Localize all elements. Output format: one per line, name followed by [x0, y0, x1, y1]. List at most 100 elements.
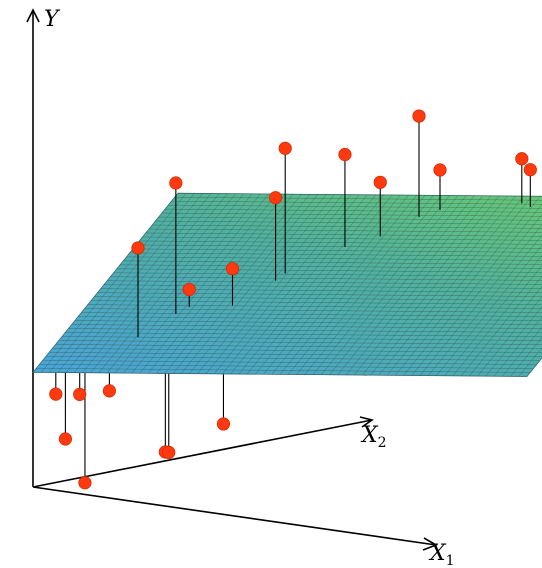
plane-mesh-line [145, 232, 542, 237]
y-axis-label: Y [44, 7, 61, 32]
plane-mesh-line [123, 193, 269, 374]
plane-mesh-line [139, 193, 286, 374]
plane-mesh-line [82, 193, 228, 373]
plane-mesh-line [42, 360, 537, 365]
plane-mesh-line [345, 195, 492, 376]
plane-mesh-line [110, 276, 542, 281]
plane-mesh-line [61, 336, 542, 341]
data-point [338, 147, 352, 162]
plane-mesh-line [320, 195, 467, 375]
plane-mesh-line [71, 324, 542, 329]
plane-mesh-line [55, 344, 542, 349]
plane-mesh-line [49, 193, 195, 373]
plane-mesh [32, 192, 542, 377]
y-axis-arrowhead [26, 8, 40, 23]
plane-mesh-line [58, 340, 542, 345]
data-point [78, 476, 92, 490]
x2-axis-arrowhead [359, 416, 374, 428]
plane-mesh-line [255, 194, 401, 375]
plane-mesh-line [155, 220, 542, 225]
plane-mesh-line [296, 195, 442, 375]
plane-mesh-line [370, 195, 516, 376]
plane-mesh-line [263, 194, 409, 375]
plane-mesh-line [148, 194, 294, 374]
plane-mesh-line [139, 240, 542, 245]
plane-mesh-line [444, 255, 542, 376]
plane-mesh-line [131, 193, 277, 374]
plane-mesh-line [57, 193, 203, 373]
plane-mesh-line [386, 196, 533, 376]
plane-mesh-line [32, 372, 528, 377]
data-point [73, 387, 87, 401]
plane-mesh-line [197, 194, 343, 374]
data-point [102, 384, 117, 398]
plane-mesh-line [41, 193, 187, 373]
plane-mesh-line [107, 280, 542, 285]
plane-mesh-line [116, 268, 542, 273]
regression-plane [32, 192, 542, 377]
axes [26, 8, 438, 551]
plane-mesh-line [395, 196, 541, 376]
plane-mesh-line [68, 328, 542, 333]
plane-mesh-line [246, 194, 393, 375]
plane-mesh-line [132, 248, 542, 253]
x2-axis-label: X2 [360, 423, 387, 451]
plane-mesh-line [428, 234, 542, 376]
plane-mesh-line [81, 312, 542, 317]
data-point [412, 109, 426, 123]
plane-mesh-line [312, 195, 459, 375]
plane-mesh-line [78, 316, 542, 321]
plane-mesh-line [87, 304, 542, 309]
plane-mesh-line [230, 194, 376, 375]
axis-labels: Y X2 X1 [44, 7, 455, 568]
plane-mesh-line [152, 224, 542, 229]
plane-mesh-line [411, 214, 542, 376]
plane-mesh-line [129, 252, 542, 257]
plane-mesh-line [329, 195, 475, 375]
plane-mesh-line [378, 195, 524, 376]
plane-mesh-line [39, 364, 534, 369]
plane-mesh-line [362, 195, 508, 376]
plane-mesh-line [485, 306, 542, 377]
plane-mesh-line [288, 195, 434, 375]
plane-mesh-line [213, 194, 360, 374]
plane-mesh-line [74, 320, 542, 325]
plane-mesh-line [158, 216, 542, 221]
plane-mesh-line [452, 265, 542, 376]
plane-mesh-line [271, 195, 417, 375]
plane-mesh-line [174, 196, 542, 201]
plane-mesh-line [161, 212, 542, 217]
data-point [162, 445, 176, 459]
plane-mesh-line [477, 296, 542, 377]
plane-mesh-line [142, 236, 542, 241]
plane-mesh-line [436, 244, 542, 376]
x2-axis-line [32, 419, 373, 488]
data-point [278, 141, 292, 155]
plane-mesh-line [156, 194, 302, 374]
plane-mesh-line [94, 296, 542, 301]
x1-axis-label: X1 [428, 541, 455, 568]
plane-mesh-line [106, 193, 253, 374]
plane-mesh-line [148, 228, 542, 233]
plane-mesh-line [279, 195, 426, 375]
data-point [225, 262, 240, 276]
plane-mesh-line [165, 208, 542, 213]
x1-axis-line [32, 486, 437, 546]
plane-mesh-line [65, 332, 542, 337]
plane-mesh-line [419, 224, 542, 376]
plane-mesh-line [45, 356, 540, 361]
plane-mesh-line [238, 194, 385, 375]
plane-mesh-line [222, 194, 368, 375]
plane-mesh-line [502, 326, 542, 377]
plane-mesh-line [493, 316, 542, 377]
plane-mesh-line [205, 194, 352, 374]
plane-mesh-line [460, 275, 542, 377]
plane-mesh-line [119, 264, 542, 269]
plane-mesh-line [73, 193, 220, 373]
plane-mesh-line [52, 348, 542, 353]
data-point [169, 176, 183, 190]
plane-mesh-line [36, 368, 531, 373]
plane-mesh-line [337, 195, 483, 376]
data-point [523, 163, 537, 177]
